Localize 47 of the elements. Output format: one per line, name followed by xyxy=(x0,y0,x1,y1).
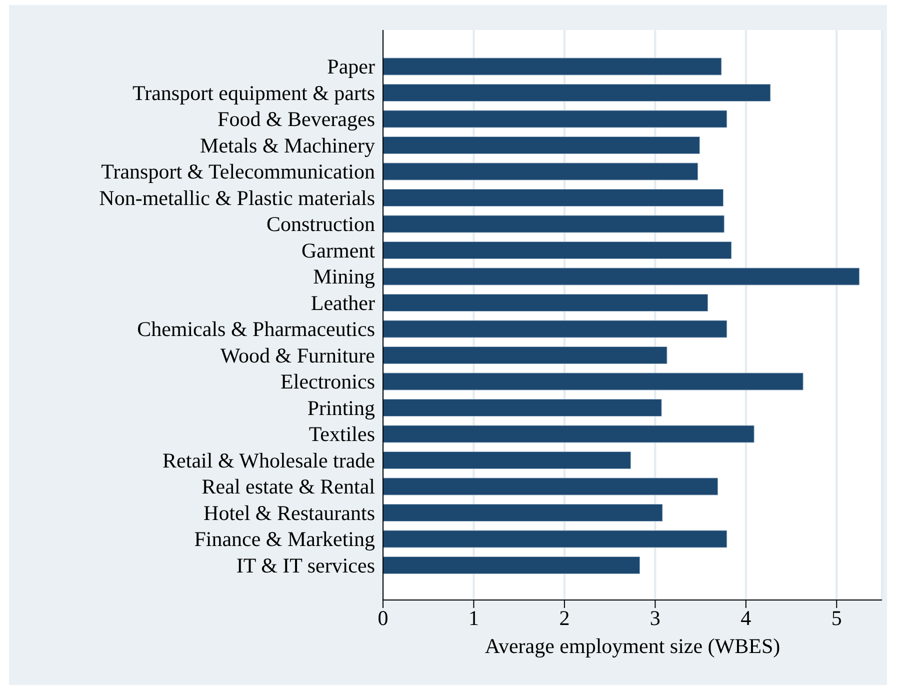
bar xyxy=(383,268,860,286)
y-tick-label: Electronics xyxy=(280,370,375,394)
bar xyxy=(383,242,732,259)
y-tick-label: Mining xyxy=(313,264,376,289)
y-tick-label: Transport equipment & parts xyxy=(132,80,375,105)
bar xyxy=(383,110,728,128)
y-tick-label: Transport & Telecommunication xyxy=(101,160,376,184)
bar xyxy=(383,346,668,364)
x-tick-label: 5 xyxy=(831,606,842,630)
bar xyxy=(383,504,663,522)
bar xyxy=(383,58,722,76)
y-tick-label: Printing xyxy=(307,396,376,420)
bar xyxy=(383,162,698,180)
x-axis-title: Average employment size (WBES) xyxy=(484,634,780,658)
y-tick-label: Leather xyxy=(310,290,375,315)
bar xyxy=(383,84,771,102)
x-tick-label: 2 xyxy=(559,606,570,630)
x-tick-label: 4 xyxy=(740,606,752,630)
y-tick-label: IT & IT services xyxy=(236,553,375,578)
bar xyxy=(383,294,708,312)
bar xyxy=(383,320,728,338)
y-tick-label: Textiles xyxy=(308,422,375,446)
y-tick-label: Finance & Marketing xyxy=(194,527,376,552)
x-tick-label: 1 xyxy=(468,606,479,630)
y-tick-label: Food & Beverages xyxy=(218,107,375,132)
y-tick-label: Real estate & Rental xyxy=(202,474,376,499)
bar xyxy=(383,425,754,443)
bar xyxy=(383,530,728,548)
bar xyxy=(383,556,640,574)
x-tick-label: 3 xyxy=(650,606,660,630)
bar xyxy=(383,478,718,496)
y-tick-label: Construction xyxy=(266,212,376,236)
y-tick-label: Non-metallic & Plastic materials xyxy=(99,186,375,210)
bar xyxy=(383,189,724,206)
y-tick-label: Garment xyxy=(302,238,376,262)
bar xyxy=(383,136,700,154)
bar xyxy=(383,452,631,469)
y-tick-label: Wood & Furniture xyxy=(220,343,375,368)
bar xyxy=(383,215,724,233)
y-tick-label: Retail & Wholesale trade xyxy=(162,448,375,472)
bar xyxy=(383,372,804,390)
x-tick-label: 0 xyxy=(378,606,388,630)
y-tick-label: Paper xyxy=(327,54,375,79)
y-tick-label: Hotel & Restaurants xyxy=(204,500,375,525)
y-tick-label: Chemicals & Pharmaceutics xyxy=(137,317,375,342)
bar xyxy=(383,399,662,416)
y-tick-label: Metals & Machinery xyxy=(200,133,376,158)
